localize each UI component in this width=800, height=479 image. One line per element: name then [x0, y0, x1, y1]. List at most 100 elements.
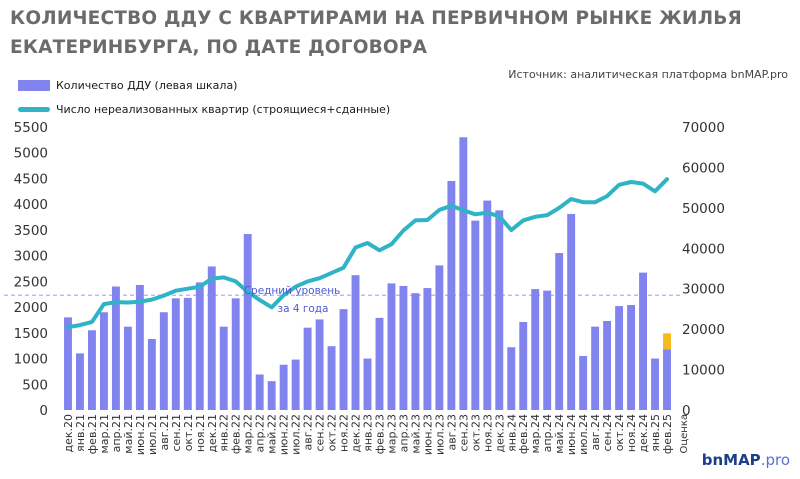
x-tick-май.21: май.21	[122, 414, 135, 454]
bar-фев.25	[663, 349, 671, 410]
bar-июн.24	[567, 213, 576, 410]
x-tick-янв.21: янв.21	[74, 414, 87, 452]
legend-swatch-line	[18, 106, 50, 112]
left-tick-1500: 1500	[14, 326, 48, 342]
x-tick-окт.24: окт.24	[613, 414, 626, 451]
estimate-label: Оценка	[679, 414, 690, 454]
left-tick-500: 500	[22, 377, 48, 393]
right-tick-60000: 60000	[682, 160, 725, 176]
legend-item-unsold: Число нереализованных квартир (строящиес…	[18, 100, 390, 118]
bar-авг.23	[447, 181, 456, 410]
bar-окт.21	[183, 297, 192, 410]
x-tick-ноя.21: ноя.21	[194, 414, 207, 452]
bar-янв.23	[363, 358, 372, 410]
x-tick-окт.23: окт.23	[469, 414, 482, 451]
x-tick-июл.23: июл.23	[433, 414, 446, 455]
bar-series	[64, 137, 671, 411]
left-tick-4500: 4500	[14, 171, 48, 187]
x-tick-сен.22: сен.22	[314, 414, 327, 452]
bar-мар.21	[99, 312, 108, 410]
bar-ноя.24	[627, 305, 636, 410]
x-tick-фев.24: фев.24	[517, 414, 530, 454]
left-axis: 0 500 1000 1500 2000 2500 3000 3500 4000 4500 5000…	[14, 120, 48, 419]
right-tick-40000: 40000	[682, 241, 725, 257]
x-tick-сен.23: сен.23	[457, 414, 470, 452]
x-tick-янв.25: янв.25	[649, 414, 662, 452]
left-tick-5000: 5000	[14, 146, 48, 162]
right-tick-0: 0	[682, 403, 691, 419]
legend-label-unsold: Число нереализованных квартир (строящиес…	[56, 102, 391, 116]
bar-апр.22	[255, 374, 264, 410]
bar-май.22	[267, 381, 276, 410]
x-tick-июл.21: июл.21	[146, 414, 159, 455]
bar-дек.22	[351, 275, 360, 410]
bar-ноя.23	[483, 200, 492, 410]
x-tick-дек.21: дек.21	[206, 414, 219, 453]
x-tick-авг.24: авг.24	[589, 414, 602, 451]
x-tick-ноя.24: ноя.24	[625, 414, 638, 452]
legend-item-contracts: Количество ДДУ (левая шкала)	[18, 76, 390, 94]
right-tick-10000: 10000	[682, 363, 725, 379]
x-tick-дек.24: дек.24	[637, 414, 650, 453]
bar-июл.23	[435, 265, 444, 410]
x-tick-окт.21: окт.21	[182, 414, 195, 451]
average-label-line2: за 4 года	[277, 303, 328, 315]
bar-окт.24	[615, 306, 624, 410]
bar-авг.22	[303, 327, 312, 410]
bar-ноя.21	[195, 282, 204, 410]
x-tick-ноя.22: ноя.22	[338, 414, 351, 452]
bar-апр.21	[111, 286, 120, 410]
x-tick-авг.23: авг.23	[445, 414, 458, 451]
logo-suffix: .pro	[760, 451, 790, 469]
line-series: Средний уровень за 4 года	[66, 177, 669, 330]
x-tick-июл.22: июл.22	[290, 414, 303, 455]
x-tick-дек.23: дек.23	[493, 414, 506, 453]
bar-мар.23	[387, 283, 396, 410]
left-tick-1000: 1000	[14, 352, 48, 368]
average-label-line1: Средний уровень	[244, 285, 341, 297]
x-tick-фев.21: фев.21	[86, 414, 99, 454]
bar-дек.21	[207, 266, 216, 410]
x-tick-авг.21: авг.21	[158, 414, 171, 451]
x-tick-май.23: май.23	[409, 414, 422, 454]
bar-estimate	[663, 333, 671, 350]
chart-title: КОЛИЧЕСТВО ДДУ С КВАРТИРАМИ НА ПЕРВИЧНОМ…	[10, 4, 790, 62]
bar-июл.24	[579, 355, 588, 410]
bar-апр.24	[543, 290, 552, 410]
unsold-line	[66, 177, 669, 330]
x-tick-июн.23: июн.23	[421, 414, 434, 455]
x-tick-мар.24: мар.24	[529, 414, 542, 454]
bar-авг.21	[159, 312, 168, 410]
bar-июн.21	[135, 284, 144, 410]
x-tick-ноя.23: ноя.23	[481, 414, 494, 452]
x-tick-дек.20: дек.20	[62, 414, 75, 453]
bar-дек.20	[64, 317, 72, 410]
x-tick-дек.22: дек.22	[350, 414, 363, 453]
right-axis: 0 10000 20000 30000 40000 50000 60000 70000	[682, 120, 725, 419]
left-tick-4000: 4000	[14, 197, 48, 213]
x-tick-апр.21: апр.21	[110, 414, 123, 452]
x-tick-фев.23: фев.23	[374, 414, 387, 454]
bar-янв.25	[651, 358, 659, 410]
x-tick-фев.25: фев.25	[661, 414, 674, 454]
legend-label-contracts: Количество ДДУ (левая шкала)	[56, 78, 238, 92]
bar-ноя.22	[339, 309, 348, 410]
x-tick-сен.21: сен.21	[170, 414, 183, 452]
x-tick-мар.22: мар.22	[242, 414, 255, 454]
x-tick-июн.21: июн.21	[134, 414, 147, 455]
bar-сен.21	[171, 298, 180, 410]
x-tick-сен.24: сен.24	[601, 414, 614, 452]
right-tick-20000: 20000	[682, 322, 725, 338]
left-tick-3500: 3500	[14, 223, 48, 239]
bar-янв.24	[507, 347, 516, 410]
x-tick-фев.22: фев.22	[230, 414, 243, 454]
bar-апр.23	[399, 285, 408, 410]
bar-фев.22	[231, 298, 240, 410]
right-tick-50000: 50000	[682, 201, 725, 217]
bar-июл.22	[291, 359, 300, 410]
bar-июн.22	[279, 364, 288, 410]
right-tick-70000: 70000	[682, 120, 725, 136]
x-tick-июн.22: июн.22	[278, 414, 291, 455]
